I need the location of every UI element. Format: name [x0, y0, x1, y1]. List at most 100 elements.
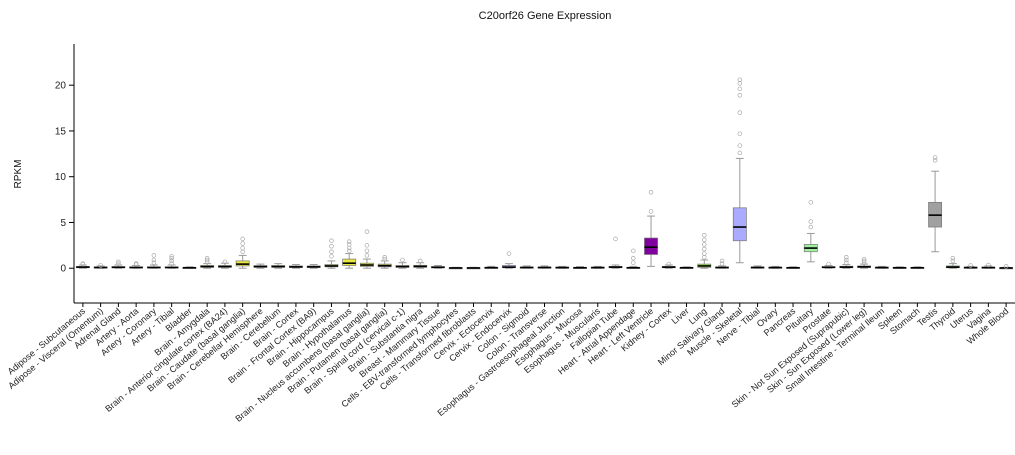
outlier-point: [169, 261, 174, 266]
outlier-point: [240, 249, 245, 254]
outlier-point: [932, 155, 938, 160]
outlier-point: [986, 262, 991, 268]
outlier-point: [364, 243, 370, 248]
outlier-point: [719, 258, 725, 264]
outlier-point: [364, 229, 370, 234]
outlier-point: [329, 244, 334, 249]
outlier-point: [329, 238, 334, 244]
outlier-point: [702, 242, 707, 247]
box-plot-item: [999, 264, 1014, 270]
box-plot-item: [963, 263, 978, 269]
outlier-point: [631, 255, 636, 261]
outlier-point: [950, 258, 956, 264]
outlier-point: [169, 254, 174, 259]
box-iqr: [644, 237, 658, 255]
box-plot-item: [857, 256, 872, 269]
box-plot-item: [324, 238, 339, 269]
box-plot-item: [289, 264, 303, 269]
box-plot-item: [200, 255, 215, 269]
box-plot-item: [377, 254, 392, 269]
outlier-point: [151, 253, 157, 258]
y-tick-label: 15: [55, 126, 67, 137]
box-plot-item: [608, 236, 623, 269]
y-tick-label: 5: [60, 218, 66, 229]
box-plot-item: [164, 254, 179, 269]
outlier-point: [382, 256, 387, 262]
outlier-point: [844, 260, 849, 265]
outlier-point: [506, 251, 512, 256]
box-plot-item: [484, 265, 499, 269]
box-plot-item: [928, 155, 943, 253]
outlier-point: [400, 257, 405, 263]
y-tick-label: 0: [60, 264, 66, 275]
outlier-point: [666, 261, 672, 267]
outlier-point: [631, 260, 636, 265]
y-axis: 0 5 10 15 20: [55, 44, 75, 303]
outlier-point: [80, 261, 86, 266]
outlier-point: [702, 237, 707, 243]
box-plot-item: [715, 258, 729, 269]
box-plot-item: [786, 266, 800, 269]
box-plot-item: [395, 257, 410, 269]
outlier-point: [861, 256, 867, 262]
outlier-point: [737, 93, 743, 98]
box-plot-item: [146, 253, 161, 269]
outlier-point: [702, 233, 707, 238]
outlier-point: [222, 259, 228, 265]
outlier-point: [702, 246, 707, 252]
outlier-point: [98, 263, 103, 268]
box-plot-item: [874, 265, 889, 269]
box-plot-item: [945, 255, 960, 269]
outlier-point: [364, 253, 370, 258]
box-plot-item: [537, 265, 552, 269]
box-plot-item: [342, 239, 357, 269]
x-tick-label: Liver: [669, 306, 690, 326]
box-plot-item: [590, 265, 605, 269]
outlier-point: [950, 255, 956, 261]
box-plot-item: [360, 229, 374, 269]
box-plot-item: [697, 233, 712, 269]
box-plot-item: [253, 263, 268, 269]
box-plot-item: [448, 266, 463, 270]
box-plot-item: [217, 259, 232, 269]
outlier-point: [417, 258, 423, 264]
outlier-point: [861, 258, 867, 264]
outlier-point: [204, 257, 210, 263]
box-plot-item: [182, 266, 197, 269]
outlier-point: [737, 131, 743, 136]
box-plot-item: [750, 265, 765, 269]
box-plot-item: [502, 251, 516, 269]
box-plot-item: [892, 266, 907, 269]
box-plot-item: [129, 261, 144, 269]
y-tick-label: 20: [55, 81, 67, 92]
outlier-point: [808, 224, 814, 230]
x-tick-label: Adipose - Visceral (Omentum): [6, 306, 105, 391]
outlier-point: [631, 248, 636, 254]
box-plot-item: [839, 254, 854, 269]
box-plot-item: [661, 261, 676, 269]
box-plot-item: [910, 266, 925, 269]
box-plot-item: [679, 266, 694, 269]
outlier-point: [613, 236, 618, 242]
box-plot-item: [235, 236, 250, 269]
box-plot-item: [768, 265, 783, 269]
box-plot-item: [271, 263, 286, 269]
outlier-point: [382, 254, 387, 260]
outlier-point: [346, 242, 352, 247]
outlier-point: [364, 248, 370, 254]
outlier-point: [808, 219, 814, 224]
outlier-point: [826, 261, 831, 267]
outlier-point: [968, 263, 973, 268]
y-tick-label: 10: [55, 172, 67, 183]
outlier-point: [169, 258, 174, 264]
outlier-point: [240, 245, 245, 251]
outlier-point: [346, 239, 352, 244]
outlier-point: [329, 249, 334, 254]
box-plot-item: [93, 263, 108, 269]
outlier-point: [240, 236, 245, 242]
outlier-point: [133, 261, 139, 266]
outlier-point: [737, 81, 743, 86]
box-plot-item: [573, 266, 587, 269]
